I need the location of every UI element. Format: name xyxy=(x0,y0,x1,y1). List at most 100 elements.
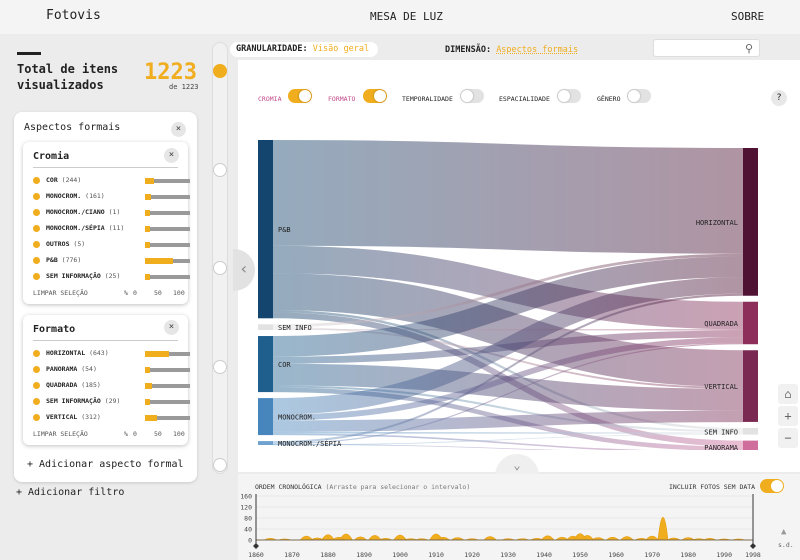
sankey-link[interactable] xyxy=(272,245,744,330)
zoom-step-2[interactable] xyxy=(213,163,227,177)
timeline-chart[interactable]: 160 120 80 40 0 1860 1870 1880 1890 1900 1910 1920 1… xyxy=(236,490,766,560)
sankey-link[interactable] xyxy=(272,337,744,421)
zoom-rail[interactable] xyxy=(212,42,228,474)
zoom-in-button[interactable]: + xyxy=(778,406,798,426)
collapse-panel-button[interactable]: ‹ xyxy=(233,249,255,291)
zoom-step-4[interactable] xyxy=(213,360,227,374)
sankey-link[interactable] xyxy=(272,277,744,415)
clear-selection-link[interactable]: LIMPAR SELEÇÃO xyxy=(33,289,88,297)
sankey-node-right[interactable] xyxy=(743,148,758,296)
sankey-link[interactable] xyxy=(272,433,744,446)
sankey-node-left[interactable] xyxy=(258,441,273,445)
filter-option[interactable]: SEM INFORMAÇÃO (29) xyxy=(33,396,190,408)
sankey-node-right[interactable] xyxy=(743,427,758,435)
sankey-link[interactable] xyxy=(272,363,744,411)
filter-option-label: P&B (776) xyxy=(46,256,81,264)
toggle-switch-temporalidade[interactable] xyxy=(460,89,484,103)
search-input[interactable]: ⚲ xyxy=(653,39,760,57)
sankey-link[interactable] xyxy=(272,444,743,450)
sankey-link[interactable] xyxy=(272,293,744,444)
percent-bar xyxy=(145,226,190,232)
add-aspect-button[interactable]: + Adicionar aspecto formal xyxy=(27,459,184,470)
filter-option[interactable]: MONOCROM. (161) xyxy=(33,191,190,203)
percent-bar xyxy=(145,210,190,216)
zoom-out-button[interactable]: − xyxy=(778,428,798,448)
granularity-value[interactable]: Visão geral xyxy=(312,44,370,54)
filter-option-name: P&B xyxy=(46,256,58,264)
dimension-value[interactable]: Aspectos formais xyxy=(496,45,579,55)
filter-option-count: (1) xyxy=(108,208,121,216)
filter-card-close-button[interactable]: × xyxy=(164,320,179,335)
sankey-link[interactable] xyxy=(272,327,744,389)
filter-option-name: COR xyxy=(46,176,58,184)
filter-option[interactable]: MONOCROM./CIANO (1) xyxy=(33,207,190,219)
filter-option[interactable]: VERTICAL (312) xyxy=(33,412,190,424)
sankey-link[interactable] xyxy=(272,385,744,433)
filter-option-name: OUTROS xyxy=(46,240,70,248)
home-button[interactable]: ⌂ xyxy=(778,384,798,404)
x-tick-label: 1940 xyxy=(536,551,552,559)
zoom-step-5[interactable] xyxy=(213,458,227,472)
sankey-node-left[interactable] xyxy=(258,140,273,319)
sankey-link[interactable] xyxy=(272,343,744,445)
toggle-switch-genero[interactable] xyxy=(627,89,651,103)
filter-option[interactable]: COR (244) xyxy=(33,175,190,187)
filter-option-label: SEM INFORMAÇÃO (25) xyxy=(46,272,120,280)
timeline-hint: (Arraste para selecionar o intervalo) xyxy=(325,483,471,491)
percent-bar-fill xyxy=(145,351,169,357)
zoom-step-3[interactable] xyxy=(213,261,227,275)
x-tick-label: 1880 xyxy=(320,551,336,559)
filter-option[interactable]: MONOCROM./SÉPIA (11) xyxy=(33,223,190,235)
granularity-selector[interactable]: GRANULARIDADE: Visão geral xyxy=(230,42,378,57)
toggle-switch-espacialidade[interactable] xyxy=(557,89,581,103)
dimension-selector[interactable]: DIMENSÃO: Aspectos formais xyxy=(445,45,578,55)
x-tick-label: 1998 xyxy=(745,551,761,559)
add-filter-button[interactable]: + Adicionar filtro xyxy=(16,487,125,498)
sankey-node-left[interactable] xyxy=(258,398,273,436)
sankey-link[interactable] xyxy=(272,253,744,328)
no-date-toggle[interactable] xyxy=(760,479,784,493)
filter-option[interactable]: OUTROS (5) xyxy=(33,239,190,251)
sankey-node-label: COR xyxy=(278,361,291,369)
filter-option[interactable]: SEM INFORMAÇÃO (25) xyxy=(33,271,190,283)
aspects-panel-close-button[interactable]: × xyxy=(171,122,186,137)
percent-bar xyxy=(145,367,190,373)
toggle-switch-cromia[interactable] xyxy=(288,89,312,103)
top-bar: Fotovis MESA DE LUZ SOBRE xyxy=(0,0,800,34)
sankey-node-right[interactable] xyxy=(743,350,758,422)
zoom-step-1[interactable] xyxy=(213,64,227,78)
x-tick-label: 1900 xyxy=(392,551,408,559)
toggle-switch-formato[interactable] xyxy=(363,89,387,103)
x-tick-label: 1870 xyxy=(284,551,300,559)
filter-option-name: MONOCROM./CIANO xyxy=(46,208,105,216)
scroll-down-button[interactable]: ⌄ xyxy=(495,454,539,476)
percent-bar xyxy=(145,383,190,389)
nav-sobre[interactable]: SOBRE xyxy=(731,10,765,23)
filter-option[interactable]: QUADRADA (185) xyxy=(33,380,190,392)
sankey-link[interactable] xyxy=(272,410,744,432)
filter-option-count: (25) xyxy=(104,272,121,280)
sankey-node-right[interactable] xyxy=(743,440,758,450)
filter-option[interactable]: P&B (776) xyxy=(33,255,190,267)
sankey-link[interactable] xyxy=(272,140,744,254)
sankey-node-left[interactable] xyxy=(258,324,273,331)
filter-option[interactable]: PANORAMA (54) xyxy=(33,364,190,376)
filter-option-count: (244) xyxy=(61,176,82,184)
search-icon[interactable]: ⚲ xyxy=(744,42,753,55)
sankey-node-left[interactable] xyxy=(258,336,273,393)
filter-option[interactable]: HORIZONTAL (643) xyxy=(33,348,190,360)
clear-selection-link[interactable]: LIMPAR SELEÇÃO xyxy=(33,430,88,438)
sankey-link[interactable] xyxy=(272,256,744,357)
total-sub: de 1223 xyxy=(169,83,199,91)
sankey-node-right[interactable] xyxy=(743,301,758,345)
help-button[interactable]: ? xyxy=(771,90,787,106)
percent-bar xyxy=(145,415,190,421)
y-tick-label: 0 xyxy=(248,537,252,545)
bullet-icon xyxy=(33,225,40,232)
filter-card-close-button[interactable]: × xyxy=(164,148,179,163)
x-tick-label: 1950 xyxy=(572,551,588,559)
filter-option-label: VERTICAL (312) xyxy=(46,413,101,421)
nav-mesa-de-luz[interactable]: MESA DE LUZ xyxy=(370,10,443,23)
percent-bar-fill xyxy=(145,274,151,280)
brand-logo[interactable]: Fotovis xyxy=(46,8,101,23)
